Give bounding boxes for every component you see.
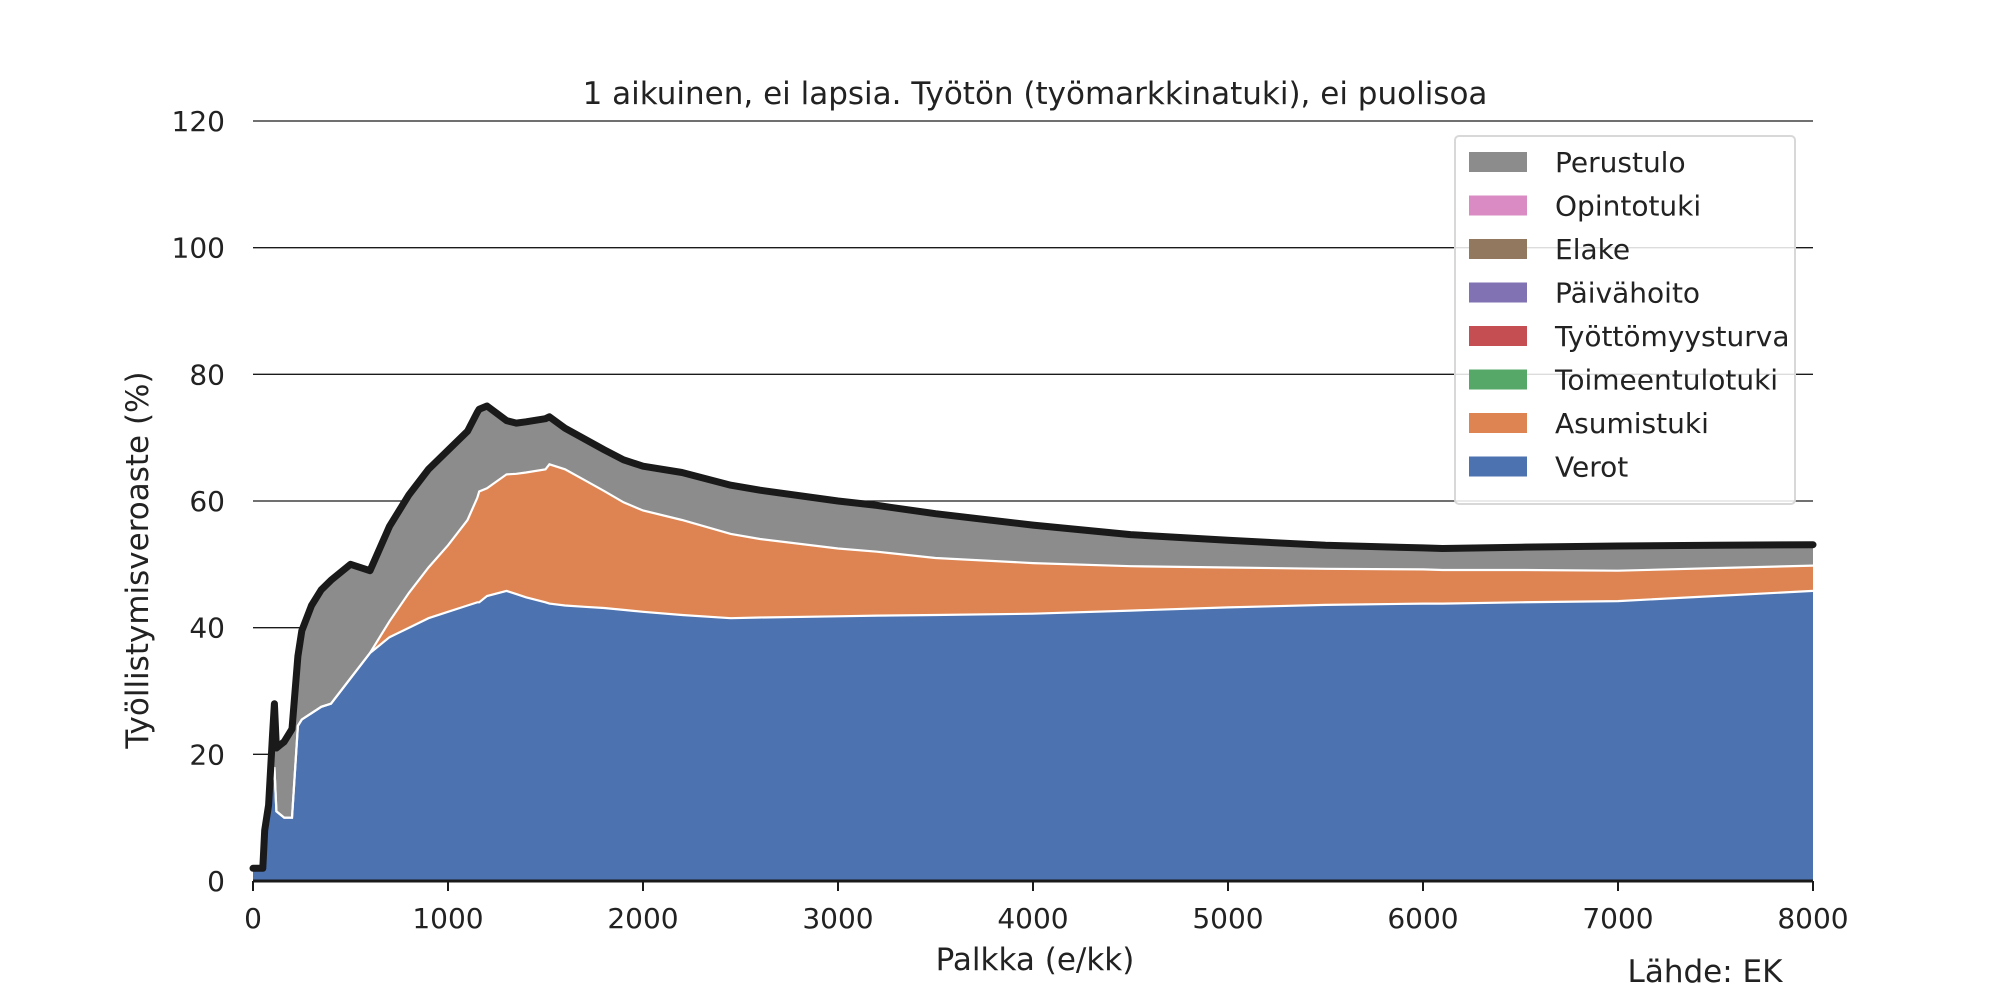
legend-label-opintotuki: Opintotuki	[1555, 190, 1701, 223]
legend-swatch-työttömyysturva	[1469, 326, 1527, 346]
y-tick-label-20: 20	[189, 738, 225, 771]
y-tick-label-40: 40	[189, 612, 225, 645]
legend-label-verot: Verot	[1555, 451, 1628, 484]
legend: Perustulo Opintotuki Elake Päivähoito Työttö…	[1454, 135, 1796, 505]
y-axis-label: Työllistymisveroaste (%)	[120, 371, 156, 749]
x-axis-label: Palkka (e/kk)	[936, 942, 1135, 978]
x-tick-label-8000: 8000	[1777, 902, 1848, 935]
boundary-asumistuki	[253, 463, 1814, 870]
legend-label-päivähoito: Päivähoito	[1555, 277, 1700, 310]
area-asumistuki	[253, 464, 1813, 869]
legend-box	[1454, 135, 1796, 505]
x-tick-label-1000: 1000	[412, 902, 483, 935]
y-tick-label-80: 80	[189, 358, 225, 391]
x-tick-label-7000: 7000	[1582, 902, 1653, 935]
x-axis-ticks: 0 1000 2000 3000 4000 5000 6000 7000 8000	[244, 881, 1849, 935]
legend-swatch-opintotuki	[1469, 195, 1527, 216]
x-tick-label-4000: 4000	[997, 902, 1068, 935]
y-tick-label-120: 120	[172, 105, 225, 138]
y-axis-ticks: 0 20 40 60 80 100 120	[172, 105, 225, 898]
source-label: Lähde: EK	[1628, 954, 1784, 990]
legend-swatch-elake	[1469, 239, 1527, 259]
stacked-areas	[253, 406, 1813, 881]
legend-swatch-päivähoito	[1469, 282, 1527, 303]
area-boundaries	[253, 463, 1814, 870]
area-verot	[253, 590, 1813, 881]
legend-label-asumistuki: Asumistuki	[1555, 407, 1709, 440]
legend-swatch-toimeentulotuki	[1469, 369, 1527, 390]
y-tick-label-0: 0	[207, 865, 225, 898]
y-tick-label-100: 100	[172, 232, 225, 265]
legend-label-toimeentulotuki: Toimeentulotuki	[1554, 364, 1778, 397]
total-rate-line	[249, 402, 1817, 872]
legend-swatch-perustulo	[1469, 152, 1527, 172]
legend-label-työttömyysturva: Työttömyysturva	[1554, 320, 1790, 353]
x-tick-label-2000: 2000	[607, 902, 678, 935]
y-tick-label-60: 60	[189, 485, 225, 518]
legend-label-perustulo: Perustulo	[1555, 146, 1686, 179]
x-tick-label-0: 0	[244, 902, 262, 935]
x-tick-label-3000: 3000	[802, 902, 873, 935]
legend-swatch-verot	[1469, 456, 1527, 477]
x-tick-label-5000: 5000	[1192, 902, 1263, 935]
x-tick-label-6000: 6000	[1387, 902, 1458, 935]
legend-swatch-asumistuki	[1469, 413, 1527, 433]
chart-title: 1 aikuinen, ei lapsia. Työtön (työmarkki…	[583, 76, 1488, 112]
legend-label-elake: Elake	[1555, 233, 1630, 266]
